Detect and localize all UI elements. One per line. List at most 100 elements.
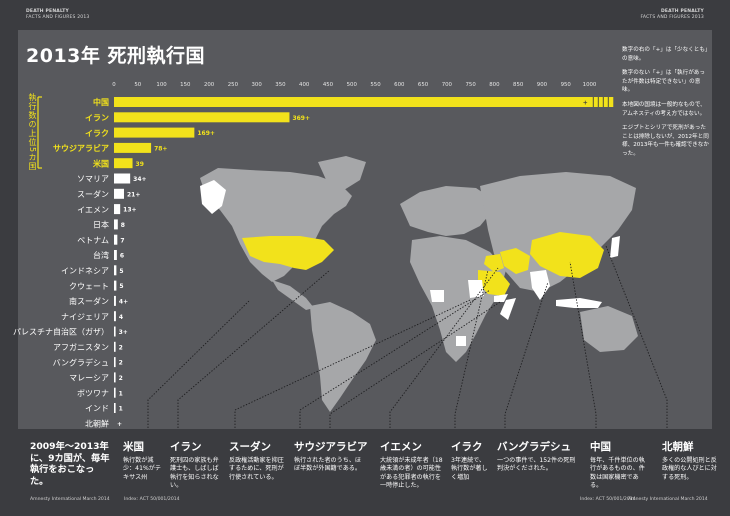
- fact-yemen: イエメン 大統領が未成年者（18歳未満の者）の可能性がある犯罪者の執行を一時停止…: [380, 441, 444, 490]
- bar: [114, 234, 118, 245]
- data-label: 1: [119, 390, 123, 397]
- fact-title: 中国: [590, 441, 611, 453]
- land-greenland: [318, 156, 366, 190]
- fact-usa: 米国 執行数が減少：41%がテキサス州: [123, 441, 163, 482]
- page-title: 2013年 死刑執行国: [26, 45, 205, 67]
- country-iran: [500, 248, 530, 274]
- tick-label: 850: [513, 82, 524, 88]
- x-axis: 0 50 100 150 200 250 300 350 400 450 500 550 600 650 7…: [112, 82, 597, 88]
- category-label: イエメン: [77, 205, 109, 214]
- land-australia: [580, 306, 638, 352]
- data-label: 1: [119, 406, 123, 413]
- country-india: [530, 270, 550, 300]
- fact-text: 一つの事件で、152件の死刑判決がくだされた。: [497, 457, 576, 473]
- data-label: 2: [119, 344, 123, 351]
- category-label: ナイジェリア: [61, 312, 109, 321]
- bar: [114, 158, 133, 169]
- bar: [114, 127, 195, 138]
- fact-title: 北朝鮮: [662, 441, 694, 453]
- tick-label: 250: [228, 82, 239, 88]
- tick-label: 200: [204, 82, 215, 88]
- data-label: 5: [119, 268, 123, 275]
- tick-label: 700: [442, 82, 453, 88]
- bottom-facts: 2009年～2013年に、9カ国が、毎年執行をおこなった。 米国 執行数が減少：…: [0, 429, 730, 516]
- data-label: 8: [121, 222, 125, 229]
- world-map: [200, 156, 638, 412]
- tick-label: 350: [275, 82, 286, 88]
- country-iraq: [484, 254, 504, 272]
- fact-title: サウジアラビア: [294, 441, 368, 453]
- fact-iran: イラン 死刑囚の家族も弁護士も、しばしば執行を知らされない。: [170, 441, 222, 490]
- data-label: +: [583, 100, 588, 107]
- tick-label: 650: [418, 82, 429, 88]
- category-label: 日本: [93, 220, 109, 230]
- data-label: 369+: [292, 115, 310, 122]
- leader-line: [177, 269, 331, 428]
- land-alaska: [200, 180, 226, 214]
- leader-line: [299, 289, 491, 428]
- bar: [114, 204, 121, 215]
- leader-line: [389, 267, 499, 428]
- notes: 数字の右の「+」は「少なくとも」の意味。 数字のない「+」は「執行があったが件数…: [622, 46, 710, 165]
- category-label: イラク: [85, 128, 109, 138]
- tick-label: 100: [156, 82, 167, 88]
- category-label: マレーシア: [69, 374, 109, 383]
- header-right: DEATH PENALTY FACTS AND FIGURES 2013: [641, 9, 705, 20]
- header-left: DEATH PENALTY FACTS AND FIGURES 2013: [26, 9, 90, 20]
- category-label: イラン: [85, 114, 109, 123]
- leader-line: [234, 299, 471, 428]
- data-label: 13+: [123, 207, 136, 214]
- category-label: 中国: [93, 97, 109, 107]
- fact-sudan: スーダン 反政権活動家を抑圧するために、死刑が行使されている。: [229, 441, 287, 482]
- category-label: インド: [85, 404, 109, 413]
- data-label: 21+: [127, 191, 140, 198]
- bar: [114, 341, 116, 352]
- leader-line: [147, 299, 251, 428]
- header-left-line1: DEATH PENALTY: [26, 9, 70, 14]
- footer-right-index: Index: ACT 50/001/2014: [580, 497, 636, 502]
- bar: [114, 265, 117, 276]
- category-label: パレスチナ自治区（ガザ）: [13, 327, 109, 337]
- tick-label: 400: [299, 82, 310, 88]
- country-japan: [610, 236, 620, 258]
- land-north-america: [200, 168, 352, 282]
- fact-title: イラン: [170, 441, 202, 453]
- fact-text: 反政権活動家を抑圧するために、死刑が行使されている。: [229, 457, 284, 481]
- tick-label: 0: [112, 82, 116, 88]
- tick-label: 50: [134, 82, 141, 88]
- bar: [114, 97, 614, 107]
- data-label: 34+: [133, 176, 146, 183]
- data-label: 2: [119, 360, 123, 367]
- fact-title: スーダン: [229, 441, 271, 453]
- data-label: 5: [119, 283, 123, 290]
- fact-text: 3年連続で、執行数が著しく増加: [451, 457, 488, 481]
- fact-iraq: イラク 3年連続で、執行数が著しく増加: [451, 441, 491, 482]
- country-china: [530, 232, 604, 278]
- data-label: +: [117, 421, 122, 428]
- data-label: 39: [136, 161, 144, 168]
- data-label: 2: [119, 375, 123, 382]
- bar: [114, 403, 116, 413]
- bar: [114, 280, 117, 291]
- category-label: ボツワナ: [77, 389, 109, 398]
- top5-label: 執行数の上位5カ国: [28, 93, 37, 172]
- fact-saudi-arabia: サウジアラビア 執行された者のうち、ほぼ半数が外国籍である。: [294, 441, 368, 474]
- country-saudi-arabia: [478, 270, 510, 296]
- country-usa: [242, 236, 334, 270]
- bar: [114, 219, 118, 230]
- fact-text: 執行された者のうち、ほぼ半数が外国籍である。: [294, 457, 362, 473]
- category-label: スーダン: [77, 189, 109, 199]
- bar: [114, 295, 116, 306]
- country-yemen: [494, 294, 508, 302]
- tick-label: 750: [465, 82, 476, 88]
- category-label: クウェート: [69, 282, 109, 291]
- note-borders: 本地図の国境は一般的なもので、アムネスティの考え方ではない。: [622, 101, 706, 117]
- bar: [114, 250, 117, 260]
- category-label: 台湾: [93, 250, 109, 260]
- data-label: 4+: [119, 299, 128, 306]
- data-label: 78+: [154, 146, 167, 153]
- land-central-america: [272, 280, 314, 310]
- tick-label: 900: [537, 82, 548, 88]
- country-nigeria: [430, 290, 444, 302]
